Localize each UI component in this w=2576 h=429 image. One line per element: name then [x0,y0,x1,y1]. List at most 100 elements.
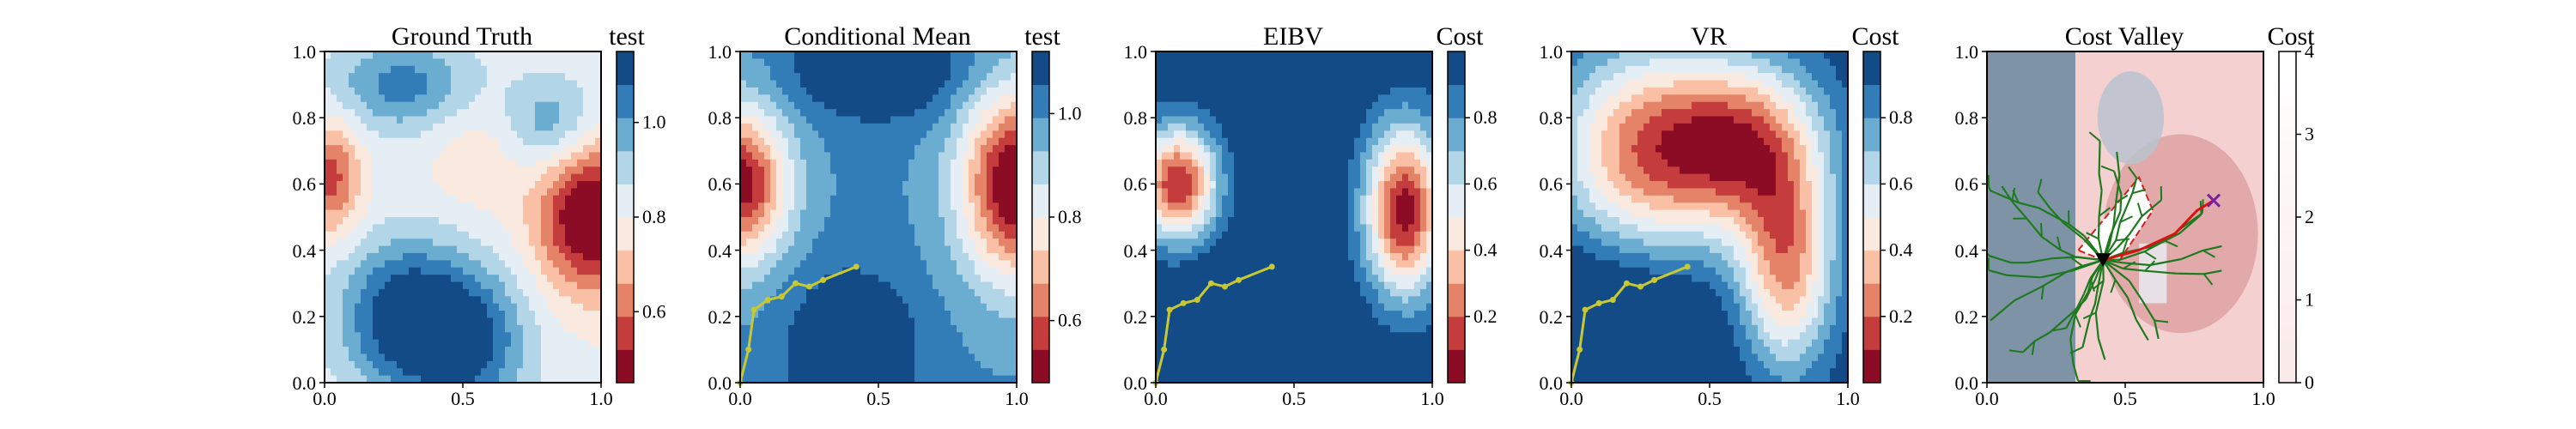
heatmap-cell [583,368,590,377]
heatmap-cell [595,94,602,103]
heatmap-cell [433,303,440,311]
heatmap-cell [1234,145,1241,154]
heatmap-cell [987,137,993,146]
heatmap-cell [890,288,897,297]
heatmap-cell [794,281,801,290]
heatmap-cell [469,51,476,59]
heatmap-cell [505,123,512,131]
heatmap-cell [547,152,554,160]
heatmap-cell [957,58,963,67]
heatmap-cell [583,109,590,118]
heatmap-cell [547,231,554,239]
heatmap-cell [463,296,470,305]
heatmap-cell [920,51,927,59]
heatmap-cell [325,217,331,225]
heatmap-cell [957,267,963,275]
heatmap-cell [800,195,807,203]
heatmap-cell [1005,188,1012,196]
heatmap-cell [770,245,777,254]
heatmap-cell [1156,267,1163,275]
heatmap-cell [451,267,458,275]
heatmap-cell [908,137,915,146]
heatmap-cell [1168,231,1175,239]
heatmap-cell [1156,123,1163,131]
heatmap-cell [878,231,885,239]
heatmap-cell [1011,375,1018,384]
heatmap-cell [535,116,542,124]
heatmap-cell [331,195,337,203]
heatmap-cell [481,202,488,211]
heatmap-cell [535,209,542,218]
heatmap-cell [975,137,981,146]
heatmap-cell [385,239,392,247]
heatmap-cell [433,159,440,167]
heatmap-cell [421,360,428,369]
heatmap-cell [505,202,512,211]
heatmap-cell [463,281,470,290]
heatmap-cell [860,130,867,139]
heatmap-cell [493,94,500,103]
heatmap-cell [433,267,440,275]
heatmap-cell [517,65,524,74]
heatmap-cell [951,260,957,269]
heatmap-cell [1005,94,1012,103]
heatmap-cell [872,73,879,82]
heatmap-cell [896,347,903,355]
heatmap-cell [987,181,993,190]
heatmap-cell [559,375,566,384]
heatmap-cell [439,288,446,297]
heatmap-cell [914,123,921,131]
heatmap-cell [920,188,927,196]
heatmap-cell [830,181,837,190]
heatmap-cell [523,324,530,333]
heatmap-cell [379,80,386,88]
heatmap-cell [1210,375,1217,384]
heatmap-cell [908,303,915,311]
heatmap-cell [595,152,602,160]
heatmap-cell [505,224,512,233]
heatmap-cell [343,94,349,103]
heatmap-cell [812,224,819,233]
heatmap-cell [758,339,765,347]
heatmap-cell [565,145,572,154]
heatmap-cell [439,267,446,275]
heatmap-cell [559,324,566,333]
heatmap-cell [1168,260,1175,269]
heatmap-cell [343,202,349,211]
heatmap-cell [421,152,428,160]
heatmap-cell [499,145,506,154]
heatmap-cell [836,173,843,182]
heatmap-cell [848,181,855,190]
heatmap-cell [939,123,945,131]
heatmap-cell [872,375,879,384]
heatmap-cell [824,173,831,182]
heatmap-cell [451,324,458,333]
heatmap-cell [1198,65,1205,74]
heatmap-cell [415,73,422,82]
heatmap-cell [505,339,512,347]
heatmap-cell [517,80,524,88]
heatmap-cell [445,109,452,118]
heatmap-cell [788,188,795,196]
heatmap-cell [367,353,374,362]
heatmap-cell [1180,152,1187,160]
heatmap-cell [812,181,819,190]
heatmap-cell [939,217,945,225]
heatmap-cell [523,109,530,118]
heatmap-cell [806,375,813,384]
heatmap-cell [559,109,566,118]
heatmap-cell [872,159,879,167]
heatmap-cell [1222,166,1229,175]
heatmap-cell [349,375,355,384]
heatmap-cell [343,347,349,355]
heatmap-cell [1005,267,1012,275]
heatmap-cell [1168,94,1175,103]
heatmap-cell [854,145,861,154]
heatmap-cell [1210,137,1217,146]
heatmap-cell [927,73,933,82]
heatmap-cell [547,368,554,377]
heatmap-cell [355,324,361,333]
heatmap-cell [963,252,969,261]
heatmap-cell [523,181,530,190]
heatmap-cell [920,217,927,225]
